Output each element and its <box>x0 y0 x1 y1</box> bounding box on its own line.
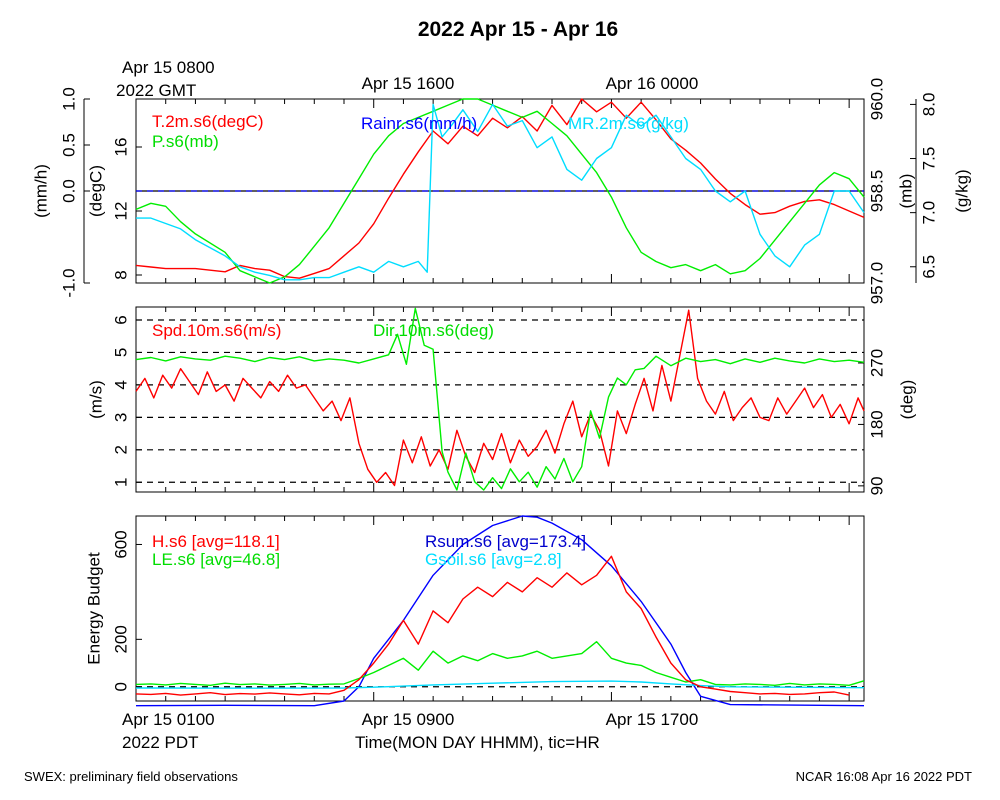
series-layer <box>135 98 865 707</box>
panel2-series-2-line <box>135 515 865 707</box>
legend-wind-speed: Spd.10m.s6(m/s) <box>152 321 281 340</box>
chart-title: 2022 Apr 15 - Apr 16 <box>418 18 618 41</box>
top-pres-axis-tick-label-2: 960.0 <box>867 78 886 121</box>
bottom-energy-axis-label: Energy Budget <box>84 552 103 665</box>
bottom-axis-start-line2: 2022 PDT <box>122 733 199 752</box>
middle-spd-axis-tick-label-2: 3 <box>111 413 130 422</box>
bottom-axis-tick-1: Apr 15 0900 <box>362 710 455 729</box>
panel2-series-3-line <box>135 680 865 689</box>
legend-rain: Rainr.s6(mm/h) <box>361 114 477 133</box>
top-axis-start-line2: 2022 GMT <box>116 81 196 100</box>
legend-pressure: P.s6(mb) <box>152 132 219 151</box>
top-mr-axis-label: (g/kg) <box>952 169 971 212</box>
legend-mixing-ratio: MR.2m.s6(g/kg) <box>568 114 689 133</box>
top-pres-axis-label: (mb) <box>896 174 915 209</box>
top-temp-axis-label: (degC) <box>86 165 105 217</box>
legend-soil-heat: Gsoil.s6 [avg=2.8] <box>425 550 562 569</box>
panel1-series-0-line <box>135 309 865 487</box>
top-pres-axis-tick-label-0: 957.0 <box>867 262 886 305</box>
bottom-energy-axis-tick-label-1: 200 <box>111 625 130 653</box>
legend-sensible-heat: H.s6 [avg=118.1] <box>152 532 280 551</box>
top-mr-axis-tick-label-0: 6.5 <box>919 255 938 279</box>
legend-wind-dir: Dir.10m.s6(deg) <box>373 321 494 340</box>
middle-panel-frame <box>135 306 865 493</box>
legend-latent-heat: LE.s6 [avg=46.8] <box>152 550 280 569</box>
middle-dir-axis-label: (deg) <box>897 380 916 420</box>
bottom-axis-start-line1: Apr 15 0100 <box>122 710 215 729</box>
top-rain-axis-tick-label-2: 0.5 <box>59 133 78 157</box>
top-mr-axis-tick-label-2: 7.5 <box>919 147 938 171</box>
bottom-energy-axis-tick-label-2: 600 <box>111 530 130 558</box>
middle-spd-axis-tick-label-0: 1 <box>111 478 130 487</box>
top-rain-axis-label: (mm/h) <box>31 164 50 218</box>
top-mr-axis-tick-label-1: 7.0 <box>919 201 938 225</box>
top-pres-axis-tick-label-1: 958.5 <box>867 170 886 213</box>
panel0-series-2-line <box>136 103 865 281</box>
middle-spd-axis-tick-label-1: 2 <box>111 445 130 454</box>
top-temp-axis-tick-label-1: 12 <box>111 202 130 221</box>
top-temp-axis-tick-label-0: 8 <box>111 270 130 279</box>
bottom-panel-frame <box>135 515 865 702</box>
legend-temp: T.2m.s6(degC) <box>152 112 263 131</box>
top-temp-axis-tick-label-2: 16 <box>111 138 130 157</box>
middle-spd-axis-tick-label-3: 4 <box>111 380 130 389</box>
panel2-series-0-line <box>135 555 850 696</box>
panel0-series-1-line <box>135 98 865 284</box>
middle-dir-axis-tick-label-1: 180 <box>867 410 886 438</box>
top-axis-tick-1: Apr 15 1600 <box>362 74 455 93</box>
top-rain-axis-tick-label-0: -1.0 <box>59 268 78 297</box>
bottom-energy-axis-tick-label-0: 0 <box>111 682 130 691</box>
middle-spd-axis-tick-label-5: 6 <box>111 315 130 324</box>
footer-left: SWEX: preliminary field observations <box>24 769 238 784</box>
top-axis-tick-2: Apr 16 0000 <box>606 74 699 93</box>
legend-radiation: Rsum.s6 [avg=173.4] <box>425 532 586 551</box>
panel2-series-1-line <box>135 641 865 686</box>
panel0-series-0-line <box>135 98 865 279</box>
top-mr-axis-tick-label-3: 8.0 <box>919 93 938 117</box>
middle-spd-axis-label: (m/s) <box>86 380 105 419</box>
panel1-series-1-line <box>135 307 865 491</box>
middle-spd-axis-tick-label-4: 5 <box>111 348 130 357</box>
middle-dir-axis-tick-label-2: 270 <box>867 349 886 377</box>
axes-layer: -1.00.00.51.0(mm/h)81216(degC)957.0958.5… <box>31 78 971 701</box>
bottom-axis-tick-2: Apr 15 1700 <box>606 710 699 729</box>
top-axis-start-line1: Apr 15 0800 <box>122 58 215 77</box>
top-rain-axis-tick-label-1: 0.0 <box>59 179 78 203</box>
middle-dir-axis-tick-label-0: 90 <box>867 476 886 495</box>
footer-right: NCAR 16:08 Apr 16 2022 PDT <box>796 769 972 784</box>
x-axis-label: Time(MON DAY HHMM), tic=HR <box>355 733 600 752</box>
top-rain-axis-tick-label-3: 1.0 <box>59 87 78 111</box>
